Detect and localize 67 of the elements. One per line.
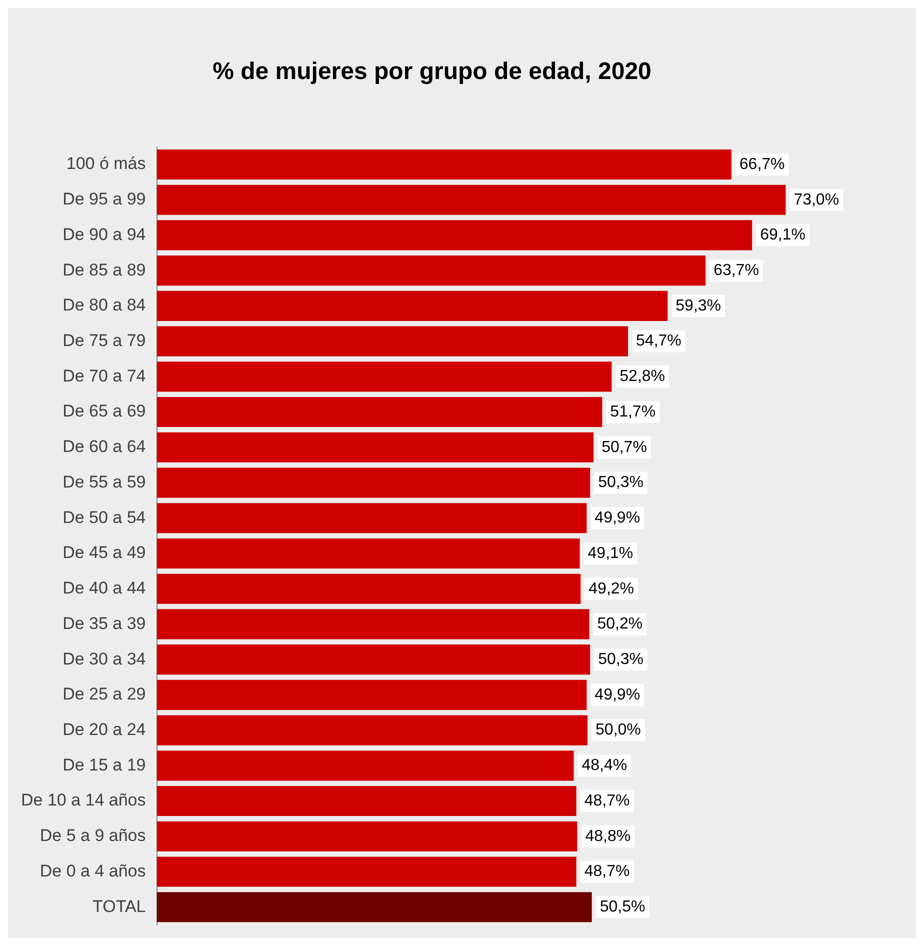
bar <box>156 290 668 321</box>
y-tick-label: De 0 a 4 años <box>40 861 146 880</box>
y-tick-label: De 40 a 44 <box>62 578 146 598</box>
y-tick-label: De 65 a 69 <box>62 402 146 421</box>
bar <box>156 184 786 215</box>
y-tick-label: De 70 a 74 <box>62 366 146 386</box>
bar <box>156 503 587 534</box>
bar <box>156 256 706 286</box>
y-tick-label: De 45 a 49 <box>62 543 146 562</box>
y-tick-label: De 50 a 54 <box>62 508 146 527</box>
y-tick-label: De 55 a 59 <box>62 472 146 492</box>
bar <box>156 397 602 428</box>
bar <box>156 750 574 781</box>
bar <box>156 468 590 498</box>
chart-title: % de mujeres por grupo de edad, 2020 <box>212 58 652 86</box>
data-label: 63,7% <box>714 262 759 279</box>
bar <box>156 220 752 250</box>
data-label: 49,9% <box>594 686 640 704</box>
data-label: 54,7% <box>636 332 682 350</box>
data-label: 69,1% <box>760 226 806 244</box>
y-tick-label: De 10 a 14 años <box>20 790 146 810</box>
y-tick-label: De 35 a 39 <box>62 614 146 633</box>
y-tick-label: TOTAL <box>92 896 146 916</box>
bar <box>156 856 576 887</box>
y-tick-label: De 5 a 9 años <box>40 826 146 846</box>
data-label: 50,0% <box>596 722 641 739</box>
bar <box>156 538 580 569</box>
y-tick-label: De 95 a 99 <box>62 190 146 209</box>
bar <box>156 821 578 852</box>
y-tick-label: De 60 a 64 <box>62 437 146 456</box>
y-tick-label: De 80 a 84 <box>62 296 146 315</box>
bar <box>156 574 581 604</box>
y-tick-label: De 75 a 79 <box>62 330 146 350</box>
bar <box>156 892 592 922</box>
data-label: 73,0% <box>794 191 840 208</box>
data-label: 51,7% <box>610 403 656 420</box>
bar <box>156 680 587 710</box>
data-label: 48,7% <box>584 863 630 880</box>
data-label: 52,8% <box>620 368 666 386</box>
data-label: 49,2% <box>588 580 634 598</box>
y-tick-label: De 25 a 29 <box>62 684 146 704</box>
data-label: 49,1% <box>588 544 634 562</box>
bar <box>156 644 590 675</box>
bar <box>156 786 576 816</box>
data-label: 48,4% <box>582 757 628 774</box>
y-tick-label: 100 ó más <box>66 154 146 174</box>
data-label: 48,7% <box>584 792 630 810</box>
y-tick-label: De 85 a 89 <box>62 260 146 280</box>
y-tick-label: De 90 a 94 <box>62 224 146 244</box>
data-label: 66,7% <box>739 156 785 173</box>
bar <box>156 432 594 462</box>
bar <box>156 326 628 356</box>
bar <box>156 715 588 746</box>
data-label: 50,7% <box>602 438 647 456</box>
bar <box>156 609 590 640</box>
data-label: 50,5% <box>600 898 646 916</box>
data-label: 50,3% <box>598 474 644 492</box>
data-label: 49,9% <box>594 510 640 527</box>
y-tick-label: De 20 a 24 <box>62 720 146 739</box>
data-label: 48,8% <box>585 828 631 845</box>
data-label: 59,3% <box>676 297 722 314</box>
bar <box>156 362 612 392</box>
data-label: 50,2% <box>597 616 643 633</box>
bar <box>156 149 732 180</box>
y-tick-label: De 15 a 19 <box>62 755 146 774</box>
data-label: 50,3% <box>598 650 644 668</box>
y-tick-label: De 30 a 34 <box>62 649 146 668</box>
